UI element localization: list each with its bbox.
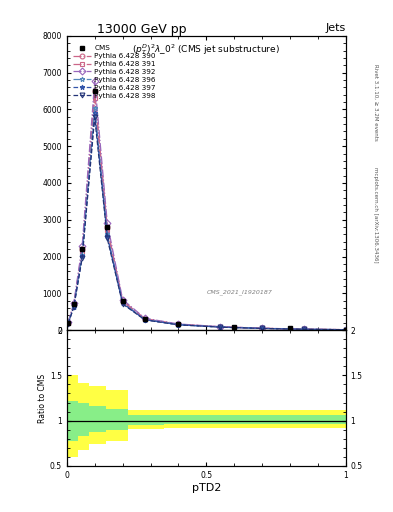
- Pythia 6.428 396: [72, 303, 76, 309]
- Pythia 6.428 396: [343, 327, 348, 333]
- Pythia 6.428 391: [218, 324, 222, 330]
- Pythia 6.428 392: [302, 326, 307, 332]
- Pythia 6.428 396: [120, 300, 125, 306]
- Pythia 6.428 397: [120, 300, 125, 306]
- Pythia 6.428 391: [66, 320, 71, 326]
- CMS: [176, 321, 181, 327]
- Pythia 6.428 398: [143, 317, 147, 323]
- Y-axis label: Ratio to CMS: Ratio to CMS: [38, 373, 47, 422]
- Pythia 6.428 397: [302, 326, 307, 332]
- Line: CMS: CMS: [66, 89, 348, 332]
- Pythia 6.428 392: [105, 220, 110, 226]
- Pythia 6.428 396: [66, 320, 71, 326]
- Pythia 6.428 396: [218, 324, 222, 330]
- Pythia 6.428 398: [92, 114, 97, 120]
- Pythia 6.428 392: [143, 315, 147, 322]
- Pythia 6.428 390: [92, 88, 97, 94]
- Pythia 6.428 392: [176, 321, 181, 327]
- Pythia 6.428 390: [66, 319, 71, 326]
- Pythia 6.428 396: [302, 326, 307, 332]
- Pythia 6.428 391: [105, 227, 110, 233]
- Pythia 6.428 392: [66, 319, 71, 326]
- Text: Rivet 3.1.10, ≥ 3.2M events: Rivet 3.1.10, ≥ 3.2M events: [373, 64, 378, 141]
- Line: Pythia 6.428 391: Pythia 6.428 391: [66, 96, 348, 332]
- Pythia 6.428 391: [260, 325, 264, 331]
- Pythia 6.428 396: [143, 316, 147, 323]
- Pythia 6.428 390: [72, 301, 76, 307]
- Line: Pythia 6.428 392: Pythia 6.428 392: [66, 79, 348, 332]
- Line: Pythia 6.428 398: Pythia 6.428 398: [66, 115, 348, 332]
- Text: 13000 GeV pp: 13000 GeV pp: [97, 23, 186, 36]
- Pythia 6.428 392: [218, 324, 222, 330]
- Pythia 6.428 391: [302, 326, 307, 332]
- Pythia 6.428 398: [218, 324, 222, 330]
- Pythia 6.428 396: [176, 322, 181, 328]
- Pythia 6.428 396: [80, 252, 84, 258]
- Pythia 6.428 392: [72, 300, 76, 306]
- Text: CMS_2021_I1920187: CMS_2021_I1920187: [207, 289, 273, 295]
- Pythia 6.428 398: [105, 236, 110, 242]
- Pythia 6.428 391: [343, 327, 348, 333]
- Legend: CMS, Pythia 6.428 390, Pythia 6.428 391, Pythia 6.428 392, Pythia 6.428 396, Pyt: CMS, Pythia 6.428 390, Pythia 6.428 391,…: [73, 46, 156, 98]
- CMS: [72, 301, 76, 307]
- Pythia 6.428 390: [105, 224, 110, 230]
- Pythia 6.428 398: [120, 301, 125, 307]
- Pythia 6.428 390: [120, 297, 125, 304]
- Pythia 6.428 390: [176, 321, 181, 327]
- Pythia 6.428 391: [80, 248, 84, 254]
- Pythia 6.428 392: [260, 325, 264, 331]
- Pythia 6.428 398: [80, 255, 84, 261]
- CMS: [120, 297, 125, 304]
- CMS: [66, 319, 71, 326]
- CMS: [80, 246, 84, 252]
- X-axis label: pTD2: pTD2: [192, 482, 221, 493]
- CMS: [232, 324, 237, 330]
- Pythia 6.428 392: [120, 296, 125, 303]
- Pythia 6.428 391: [143, 316, 147, 322]
- Pythia 6.428 392: [343, 327, 348, 333]
- Pythia 6.428 398: [302, 326, 307, 332]
- Pythia 6.428 391: [120, 298, 125, 305]
- Pythia 6.428 397: [143, 316, 147, 323]
- Pythia 6.428 392: [80, 243, 84, 249]
- Pythia 6.428 397: [66, 321, 71, 327]
- Pythia 6.428 390: [302, 326, 307, 332]
- Pythia 6.428 390: [80, 246, 84, 252]
- Pythia 6.428 398: [260, 326, 264, 332]
- CMS: [343, 327, 348, 333]
- Pythia 6.428 398: [66, 321, 71, 327]
- Pythia 6.428 397: [176, 322, 181, 328]
- Pythia 6.428 397: [92, 110, 97, 116]
- Pythia 6.428 396: [105, 231, 110, 238]
- Pythia 6.428 391: [92, 95, 97, 101]
- Pythia 6.428 398: [343, 327, 348, 333]
- Line: Pythia 6.428 397: Pythia 6.428 397: [66, 110, 348, 332]
- Text: mcplots.cern.ch [arXiv:1306.3436]: mcplots.cern.ch [arXiv:1306.3436]: [373, 167, 378, 263]
- Line: Pythia 6.428 396: Pythia 6.428 396: [66, 105, 348, 332]
- CMS: [288, 325, 292, 331]
- Pythia 6.428 396: [92, 104, 97, 111]
- Pythia 6.428 397: [343, 327, 348, 333]
- Pythia 6.428 397: [260, 325, 264, 331]
- Pythia 6.428 390: [260, 325, 264, 331]
- Pythia 6.428 390: [343, 327, 348, 333]
- Pythia 6.428 390: [218, 324, 222, 330]
- Pythia 6.428 397: [72, 304, 76, 310]
- Text: $(p_T^D)^2\lambda\_0^2$ (CMS jet substructure): $(p_T^D)^2\lambda\_0^2$ (CMS jet substru…: [132, 41, 280, 57]
- Pythia 6.428 397: [80, 253, 84, 260]
- Pythia 6.428 398: [72, 304, 76, 310]
- Pythia 6.428 396: [260, 325, 264, 331]
- Pythia 6.428 398: [176, 322, 181, 328]
- CMS: [143, 315, 147, 322]
- Pythia 6.428 392: [92, 78, 97, 84]
- Line: Pythia 6.428 390: Pythia 6.428 390: [66, 89, 348, 332]
- Pythia 6.428 391: [176, 322, 181, 328]
- Pythia 6.428 390: [143, 315, 147, 322]
- Text: Jets: Jets: [325, 23, 346, 33]
- CMS: [92, 88, 97, 94]
- Pythia 6.428 397: [218, 324, 222, 330]
- Pythia 6.428 397: [105, 233, 110, 240]
- Pythia 6.428 391: [72, 302, 76, 308]
- CMS: [105, 224, 110, 230]
